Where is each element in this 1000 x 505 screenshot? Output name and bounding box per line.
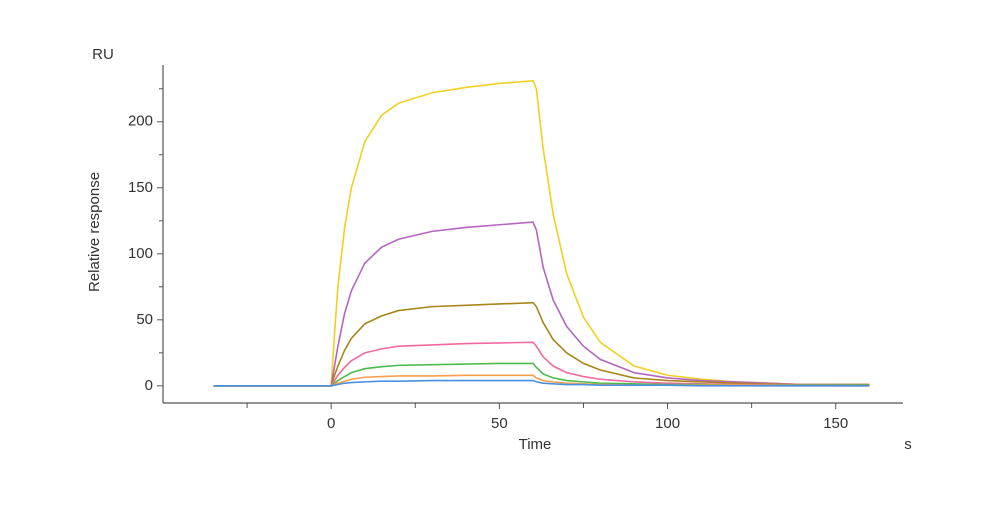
x-tick-label: 150	[823, 415, 848, 432]
series-line	[213, 79, 870, 387]
y-tick-label: 0	[145, 377, 153, 394]
x-unit: s	[904, 436, 912, 453]
y-tick-label: 50	[136, 311, 153, 328]
series-line	[213, 301, 870, 387]
y-tick-label: 100	[128, 245, 153, 262]
x-tick-label: 50	[491, 415, 508, 432]
y-unit: RU	[92, 46, 114, 63]
x-tick-label: 0	[327, 415, 335, 432]
y-tick-label: 200	[128, 113, 153, 130]
y-axis-label: Relative response	[86, 172, 103, 292]
y-tick-label: 150	[128, 179, 153, 196]
series-line	[213, 379, 870, 387]
x-axis-label: Time	[519, 436, 552, 453]
series-line	[213, 221, 870, 387]
x-tick-label: 100	[655, 415, 680, 432]
series-line	[213, 341, 870, 387]
